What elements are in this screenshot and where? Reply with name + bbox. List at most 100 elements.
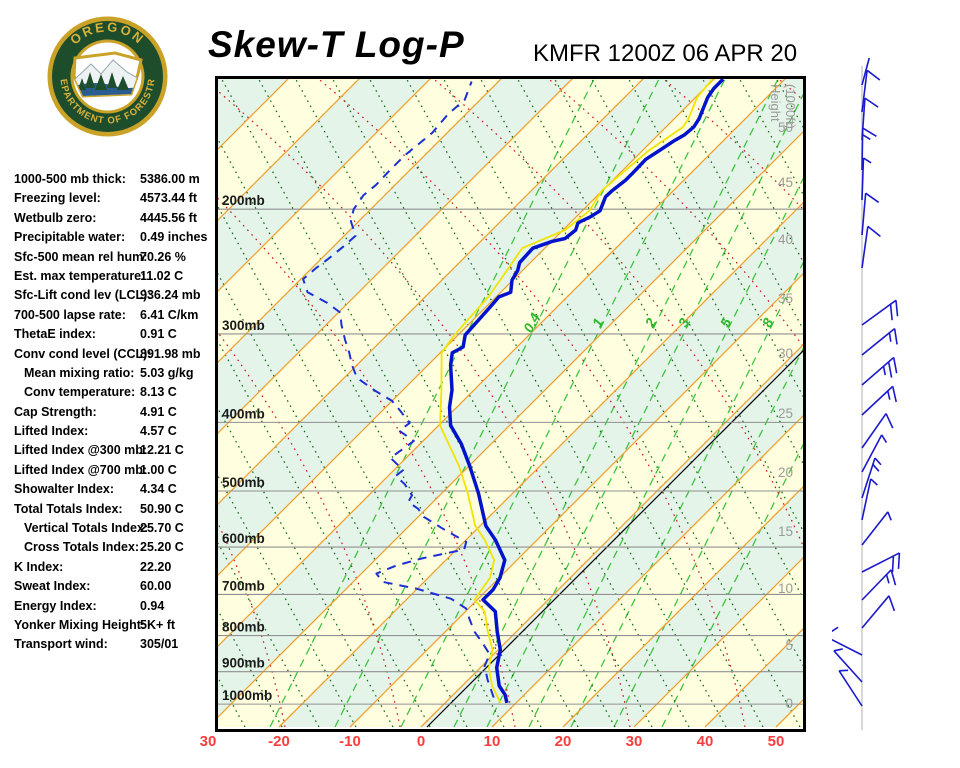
dry-adiabat-line (218, 340, 431, 728)
pressure-label: 1000mb (222, 688, 272, 703)
stat-label: Lifted Index @700 mb: (14, 462, 148, 477)
stat-label: Cross Totals Index: (24, 540, 140, 555)
stat-label: Transport wind: (14, 637, 108, 652)
height-label: 5 (785, 638, 793, 653)
stat-value: 4.57 C (140, 424, 177, 439)
stat-label: Vertical Totals Index: (24, 521, 149, 536)
x-axis-tick-label: -10 (339, 733, 361, 750)
stat-row: Precipitable water: 0.49 inches (14, 228, 214, 247)
pressure-label: 200mb (222, 193, 265, 208)
wind-barb (861, 327, 898, 356)
temperature-axis: 30 -20 -10 0 10 20 30 40 50 (0, 733, 960, 755)
isotherm-line (278, 202, 803, 728)
stat-row: Conv temperature: 8.13 C (14, 383, 214, 402)
station-datetime: KMFR 1200Z 06 APR 20 (533, 40, 798, 67)
height-label: 50 (778, 120, 793, 135)
height-label: 20 (778, 465, 793, 480)
stat-value: 0.94 (140, 598, 165, 613)
pressure-label: 900mb (222, 656, 265, 671)
isotherm-line (491, 415, 803, 728)
wind-barb (832, 626, 863, 656)
x-axis-tick-label: 20 (554, 733, 572, 750)
dry-adiabat-line (405, 79, 764, 728)
stat-label: Lifted Index: (14, 424, 89, 439)
stat-label: Cap Strength: (14, 404, 97, 419)
stat-row: Est. max temperature: 11.02 C (14, 267, 214, 286)
dry-adiabat-line (220, 79, 579, 728)
isotherm-line (218, 79, 644, 505)
isotherm-line (562, 486, 803, 728)
stat-row: Showalter Index: 4.34 C (14, 480, 214, 499)
isotherm-line (420, 344, 803, 728)
isotherm-line (218, 79, 502, 363)
wind-barb (861, 192, 880, 236)
height-label: 40 (778, 232, 793, 247)
stat-value: 5386.00 m (140, 172, 200, 186)
stat-row: 700-500 lapse rate: 6.41 C/km (14, 306, 214, 325)
stat-row: Total Totals Index: 50.90 C (14, 500, 214, 519)
stat-row: ThetaE index: 0.91 C (14, 325, 214, 344)
stat-value: 70.26 % (140, 249, 186, 264)
wind-barb (861, 413, 894, 449)
moist-adiabat-line (218, 90, 631, 728)
stat-value: 50.90 C (140, 501, 184, 516)
x-axis-tick-label: 10 (483, 733, 501, 750)
wind-barb (861, 552, 901, 573)
moist-adiabat-line (662, 79, 803, 211)
isotherm-line (218, 79, 360, 221)
height-label: 0 (785, 696, 793, 711)
dry-adiabat-line (257, 79, 616, 728)
stat-value: 4.34 C (140, 482, 177, 497)
height-label: 25 (778, 406, 793, 421)
moist-adiabat-line (317, 79, 746, 728)
wind-barb (861, 225, 881, 269)
stat-row: Lifted Index @700 mb: 1.00 C (14, 461, 214, 480)
isotherm-line (218, 79, 786, 647)
dry-adiabat-line (442, 79, 801, 728)
temperature-trace (447, 79, 725, 704)
page-title: Skew-T Log-P (208, 24, 465, 65)
stat-value: 12.21 C (140, 443, 184, 458)
stat-label: Conv cond level (CCL): (14, 346, 152, 361)
wind-barb (861, 385, 898, 416)
x-axis-tick-label: 40 (696, 733, 714, 750)
stat-value: 5K+ ft (140, 617, 176, 632)
stat-row: Freezing level: 4573.44 ft (14, 189, 214, 208)
logo-scene (72, 51, 143, 98)
isotherm-line (633, 557, 803, 728)
height-axis-units: (1000ft) (783, 84, 798, 129)
stat-value: 1.00 C (140, 462, 177, 477)
odf-logo: OREGON DEPARTMENT OF FORESTRY (45, 14, 168, 137)
x-axis-tick-label: 30 (625, 733, 643, 750)
stat-label: 1000-500 mb thick: (14, 172, 126, 186)
dewpoint-trace (302, 81, 495, 698)
stat-value: 60.00 (140, 579, 172, 594)
wind-barb (861, 569, 897, 601)
wind-barb (861, 69, 881, 113)
stat-label: Total Totals Index: (14, 501, 123, 516)
stat-value: 891.98 mb (140, 346, 201, 361)
isotherm-line (218, 79, 573, 434)
stat-value: 5.03 g/kg (140, 365, 194, 380)
x-axis-tick-label: -20 (268, 733, 290, 750)
moist-adiabat-line (432, 79, 803, 548)
isotherm-line (349, 273, 803, 728)
stat-label: Mean mixing ratio: (24, 365, 135, 380)
dry-adiabat-line (218, 138, 542, 728)
stat-row: Transport wind: 305/01 (14, 635, 214, 654)
dry-adiabat-line (218, 205, 505, 728)
stat-row: Cap Strength: 4.91 C (14, 403, 214, 422)
wind-barb (838, 669, 863, 707)
stat-row: Yonker Mixing Height: 5K+ ft (14, 616, 214, 635)
stat-label: Energy Index: (14, 598, 97, 613)
isotherm-line (218, 131, 803, 718)
sounding-stats-panel: 1000-500 mb thick: 5386.00 m Freezing leve… (14, 170, 214, 655)
stat-row: Vertical Totals Index: 25.70 C (14, 519, 214, 538)
isotherm-band (218, 132, 803, 727)
pressure-label: 400mb (222, 406, 265, 421)
dry-adiabat-line (590, 79, 803, 465)
stat-value: 0.49 inches (140, 230, 208, 245)
isotherm-line (218, 79, 431, 292)
plot-area (218, 79, 803, 728)
stat-label: 700-500 lapse rate: (14, 307, 126, 322)
